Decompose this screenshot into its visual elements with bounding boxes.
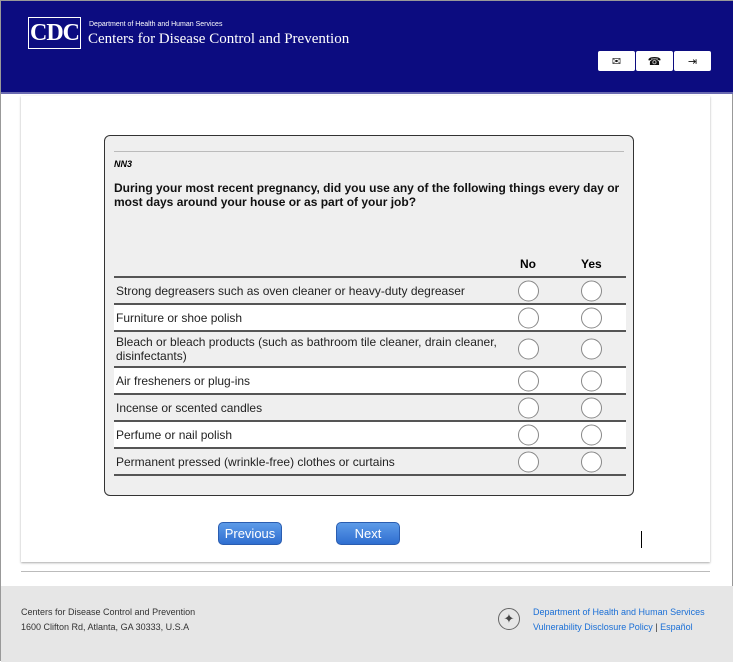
- phone-icon: ☎: [647, 55, 662, 68]
- question-row: Furniture or shoe polish: [114, 305, 626, 332]
- question-id: NN3: [114, 159, 133, 169]
- divider: [21, 571, 710, 572]
- site-header: CDC Department of Health and Human Servi…: [1, 1, 733, 94]
- column-header-no: No: [520, 257, 536, 271]
- radio-no[interactable]: [518, 451, 539, 472]
- column-header-yes: Yes: [581, 257, 602, 271]
- footer-org: Centers for Disease Control and Preventi…: [21, 607, 196, 617]
- question-row: Permanent pressed (wrinkle-free) clothes…: [114, 449, 626, 476]
- site-title[interactable]: Centers for Disease Control and Preventi…: [88, 31, 350, 47]
- question-row: Perfume or nail polish: [114, 422, 626, 449]
- radio-no[interactable]: [518, 397, 539, 418]
- radio-yes[interactable]: [581, 424, 602, 445]
- mail-button[interactable]: ✉: [598, 51, 635, 71]
- radio-no[interactable]: [518, 370, 539, 391]
- question-box: NN3 During your most recent pregnancy, d…: [104, 135, 634, 496]
- next-button[interactable]: Next: [336, 522, 400, 545]
- cdc-logo[interactable]: CDC: [28, 17, 81, 49]
- mail-icon: ✉: [611, 55, 622, 68]
- row-label: Furniture or shoe polish: [116, 310, 243, 325]
- question-row: Strong degreasers such as oven cleaner o…: [114, 278, 626, 305]
- radio-yes[interactable]: [581, 397, 602, 418]
- phone-button[interactable]: ☎: [636, 51, 673, 71]
- question-text: During your most recent pregnancy, did y…: [114, 181, 620, 209]
- question-row: Air fresheners or plug-ins: [114, 368, 626, 395]
- sign-out-icon: ⇥: [687, 55, 698, 68]
- footer-address: 1600 Clifton Rd, Atlanta, GA 30333, U.S.…: [21, 622, 190, 632]
- radio-yes[interactable]: [581, 370, 602, 391]
- question-row: Bleach or bleach products (such as bathr…: [114, 332, 626, 368]
- question-row: Incense or scented candles: [114, 395, 626, 422]
- radio-yes[interactable]: [581, 307, 602, 328]
- answer-grid: Strong degreasers such as oven cleaner o…: [114, 276, 626, 476]
- radio-no[interactable]: [518, 280, 539, 301]
- row-label: Perfume or nail polish: [116, 427, 233, 442]
- link-separator: |: [655, 622, 658, 632]
- row-label: Bleach or bleach products (such as bathr…: [116, 335, 497, 363]
- hhs-link[interactable]: Department of Health and Human Services: [533, 607, 705, 617]
- text-cursor: [641, 531, 642, 548]
- row-label: Strong degreasers such as oven cleaner o…: [116, 283, 465, 298]
- dept-name: Department of Health and Human Services: [89, 21, 223, 28]
- hhs-eagle-icon: ✦: [498, 608, 520, 630]
- row-label: Permanent pressed (wrinkle-free) clothes…: [116, 454, 395, 469]
- radio-no[interactable]: [518, 424, 539, 445]
- radio-yes[interactable]: [581, 280, 602, 301]
- sign-out-button[interactable]: ⇥: [674, 51, 711, 71]
- radio-yes[interactable]: [581, 451, 602, 472]
- previous-button[interactable]: Previous: [218, 522, 282, 545]
- vdp-link[interactable]: Vulnerability Disclosure Policy: [533, 622, 653, 632]
- radio-no[interactable]: [518, 307, 539, 328]
- espanol-link[interactable]: Español: [660, 622, 693, 632]
- row-label: Air fresheners or plug-ins: [116, 373, 251, 388]
- divider: [114, 151, 624, 152]
- row-label: Incense or scented candles: [116, 400, 263, 415]
- radio-yes[interactable]: [581, 338, 602, 360]
- site-footer: Centers for Disease Control and Preventi…: [1, 586, 733, 662]
- radio-no[interactable]: [518, 338, 539, 360]
